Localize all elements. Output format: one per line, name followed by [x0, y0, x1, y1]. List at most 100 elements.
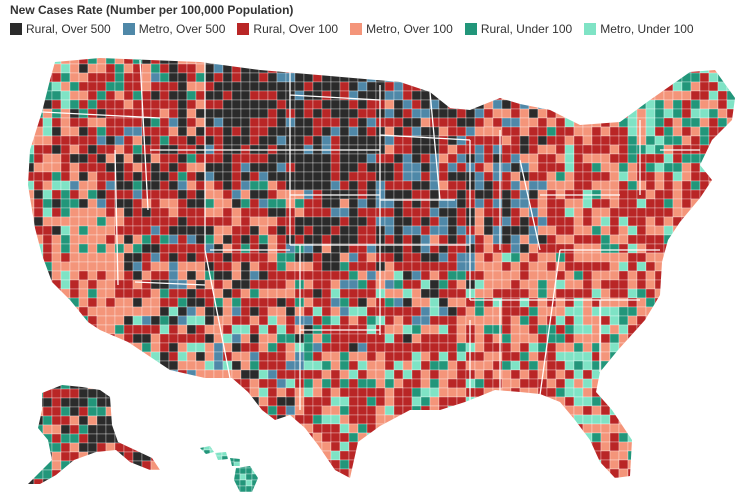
county-cell: [537, 90, 548, 101]
county-cell: [312, 459, 323, 470]
county-cell: [123, 333, 134, 344]
county-cell: [636, 180, 647, 191]
county-cell: [591, 279, 602, 290]
county-cell: [600, 144, 611, 155]
county-cell: [600, 126, 611, 137]
county-cell: [330, 441, 341, 452]
county-cell: [681, 234, 692, 245]
county-cell: [519, 423, 530, 434]
county-cell: [447, 270, 458, 281]
county-cell: [222, 306, 233, 317]
county-cell: [474, 225, 485, 236]
county-cell: [564, 360, 575, 371]
county-cell: [203, 467, 211, 475]
county-cell: [366, 459, 377, 470]
county-cell: [339, 369, 350, 380]
county-cell: [233, 491, 241, 492]
county-cell: [555, 378, 566, 389]
county-cell: [186, 288, 197, 299]
county-cell: [519, 153, 530, 164]
county-cell: [501, 423, 512, 434]
county-cell: [114, 270, 125, 281]
county-cell: [645, 414, 656, 425]
county-cell: [159, 360, 170, 371]
county-cell: [177, 414, 188, 425]
county-cell: [528, 117, 539, 128]
county-cell: [573, 162, 584, 173]
county-cell: [501, 198, 512, 209]
county-cell: [267, 243, 278, 254]
county-cell: [690, 126, 701, 137]
county-cell: [141, 315, 152, 326]
county-cell: [546, 117, 557, 128]
county-cell: [618, 342, 629, 353]
county-cell: [501, 360, 512, 371]
county-cell: [42, 324, 53, 335]
county-cell: [736, 217, 745, 226]
county-cell: [645, 288, 656, 299]
county-cell: [240, 378, 251, 389]
county-cell: [726, 180, 735, 191]
county-cell: [132, 451, 143, 462]
county-cell: [357, 153, 368, 164]
county-cell: [393, 387, 404, 398]
county-cell: [303, 459, 314, 470]
county-cell: [357, 162, 368, 173]
county-cell: [87, 478, 98, 484]
county-cell: [609, 333, 620, 344]
county-cell: [159, 424, 160, 435]
county-cell: [105, 424, 116, 435]
county-cell: [564, 414, 575, 425]
county-cell: [177, 369, 188, 380]
county-cell: [267, 387, 278, 398]
county-cell: [501, 396, 512, 407]
county-cell: [528, 162, 539, 173]
county-cell: [618, 270, 629, 281]
county-cell: [51, 270, 62, 281]
county-cell: [357, 99, 368, 110]
county-cell: [150, 469, 160, 480]
county-cell: [168, 72, 179, 83]
county-cell: [564, 225, 575, 236]
county-cell: [663, 99, 674, 110]
county-cell: [447, 468, 458, 478]
county-cell: [582, 378, 593, 389]
county-cell: [132, 433, 143, 444]
county-cell: [582, 153, 593, 164]
county-cell: [609, 378, 620, 389]
county-cell: [636, 117, 647, 128]
county-cell: [402, 450, 413, 461]
county-cell: [375, 369, 386, 380]
county-cell: [510, 207, 521, 218]
county-cell: [168, 387, 179, 398]
county-cell: [501, 90, 512, 101]
county-cell: [690, 450, 701, 461]
county-cell: [474, 270, 485, 281]
county-cell: [159, 315, 170, 326]
county-cell: [366, 369, 377, 380]
county-cell: [28, 459, 35, 470]
county-cell: [537, 225, 548, 236]
county-cell: [501, 405, 512, 416]
county-cell: [227, 461, 235, 469]
county-cell: [123, 433, 134, 444]
county-cell: [159, 342, 170, 353]
county-cell: [708, 63, 719, 74]
county-cell: [555, 234, 566, 245]
county-cell: [204, 153, 215, 164]
county-cell: [231, 153, 242, 164]
county-cell: [348, 135, 359, 146]
county-cell: [33, 333, 44, 344]
county-cell: [429, 63, 440, 74]
county-cell: [321, 58, 332, 65]
county-cell: [141, 297, 152, 308]
county-cell: [209, 446, 217, 451]
county-cell: [177, 261, 188, 272]
county-cell: [429, 117, 440, 128]
county-cell: [717, 450, 728, 461]
county-cell: [141, 423, 152, 434]
county-cell: [564, 477, 575, 478]
county-cell: [159, 180, 170, 191]
county-cell: [114, 171, 125, 182]
county-cell: [591, 396, 602, 407]
